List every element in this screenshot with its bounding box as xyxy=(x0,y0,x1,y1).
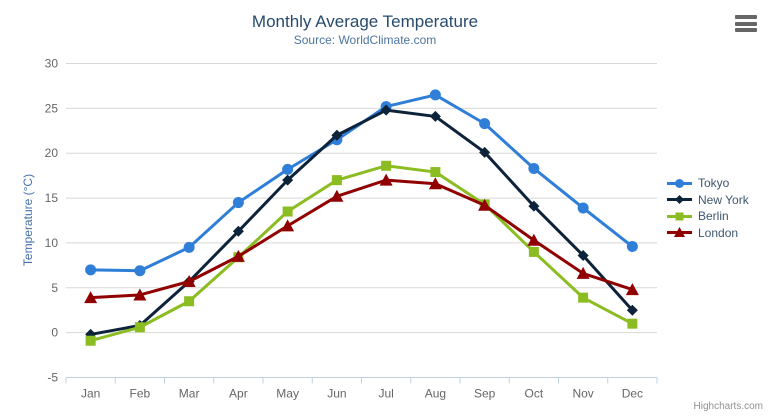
x-tick-label: Aug xyxy=(425,387,446,401)
data-point-marker[interactable] xyxy=(85,335,96,346)
data-point-marker[interactable] xyxy=(528,162,540,174)
data-point-marker[interactable] xyxy=(479,118,491,130)
y-tick-label: 10 xyxy=(45,236,59,250)
data-point-marker[interactable] xyxy=(84,291,98,304)
data-point-marker[interactable] xyxy=(282,206,293,217)
data-point-marker[interactable] xyxy=(182,275,196,288)
diamond-marker-icon xyxy=(667,195,692,205)
series-london[interactable] xyxy=(84,173,639,304)
series-line xyxy=(89,164,634,343)
legend-item-berlin[interactable]: Berlin xyxy=(666,208,749,225)
data-point-marker[interactable] xyxy=(478,198,492,211)
data-point-marker[interactable] xyxy=(379,173,393,186)
x-tick-label: Feb xyxy=(130,387,151,401)
data-point-marker[interactable] xyxy=(576,266,590,279)
data-point-marker[interactable] xyxy=(331,129,343,141)
data-point-marker[interactable] xyxy=(479,146,491,158)
y-axis-title: Temperature (°C) xyxy=(21,173,35,267)
data-point-marker[interactable] xyxy=(134,265,146,277)
data-point-marker[interactable] xyxy=(625,283,639,296)
legend-label: New York xyxy=(698,192,749,207)
x-tick-label: Jun xyxy=(327,387,346,401)
y-tick-label: 0 xyxy=(51,326,58,340)
data-point-marker[interactable] xyxy=(184,296,195,307)
y-tick-label: 30 xyxy=(45,57,59,71)
data-point-marker[interactable] xyxy=(330,189,344,202)
series-line xyxy=(89,108,634,336)
credits-link[interactable]: Highcharts.com xyxy=(693,401,763,412)
circle-marker-icon xyxy=(667,178,692,188)
x-tick-label: Sep xyxy=(474,387,496,401)
data-point-marker[interactable] xyxy=(281,219,295,232)
y-tick-label: 5 xyxy=(51,281,58,295)
data-point-marker[interactable] xyxy=(428,177,442,190)
data-point-marker[interactable] xyxy=(134,322,145,333)
data-point-marker[interactable] xyxy=(282,174,294,186)
y-tick-label: 20 xyxy=(45,146,59,160)
data-point-marker[interactable] xyxy=(381,160,392,171)
data-point-marker[interactable] xyxy=(528,200,540,212)
data-point-marker[interactable] xyxy=(577,202,589,214)
hamburger-icon xyxy=(735,28,757,32)
export-menu-button[interactable] xyxy=(735,15,757,32)
series-tokyo[interactable] xyxy=(85,89,638,277)
legend-item-london[interactable]: London xyxy=(666,225,749,242)
legend: Tokyo New York Berlin London xyxy=(666,175,749,241)
data-point-marker[interactable] xyxy=(626,241,638,253)
triangle-marker-icon xyxy=(667,227,692,238)
data-point-marker[interactable] xyxy=(282,163,294,175)
data-point-marker[interactable] xyxy=(626,304,638,316)
data-point-marker[interactable] xyxy=(429,89,441,101)
data-point-marker[interactable] xyxy=(429,110,441,122)
legend-label: Berlin xyxy=(698,209,729,224)
data-point-marker[interactable] xyxy=(674,227,685,238)
data-point-marker[interactable] xyxy=(231,249,245,262)
x-tick-label: Mar xyxy=(179,387,200,401)
data-point-marker[interactable] xyxy=(675,195,684,205)
hamburger-icon xyxy=(735,15,757,19)
data-point-marker[interactable] xyxy=(380,104,392,116)
hamburger-icon xyxy=(735,21,757,26)
legend-label: London xyxy=(698,225,739,240)
data-point-marker[interactable] xyxy=(232,197,244,209)
data-point-marker[interactable] xyxy=(85,264,97,276)
x-tick-label: Jul xyxy=(378,387,393,401)
legend-item-new-york[interactable]: New York xyxy=(666,192,749,209)
chart-title: Monthly Average Temperature xyxy=(251,12,479,31)
data-point-marker[interactable] xyxy=(527,233,541,246)
data-point-marker[interactable] xyxy=(675,212,684,221)
x-tick-label: Jan xyxy=(81,387,100,401)
data-point-marker[interactable] xyxy=(578,292,589,303)
x-tick-label: Nov xyxy=(572,387,593,401)
x-tick-label: May xyxy=(276,387,299,401)
square-marker-icon xyxy=(667,212,692,221)
data-point-marker[interactable] xyxy=(627,318,638,329)
y-tick-label: 25 xyxy=(45,101,59,115)
series-line xyxy=(89,178,634,300)
data-point-marker[interactable] xyxy=(331,175,342,186)
y-tick-label: 15 xyxy=(45,191,59,205)
data-point-marker[interactable] xyxy=(577,249,589,261)
data-point-marker[interactable] xyxy=(675,178,684,188)
x-tick-label: Dec xyxy=(622,387,643,401)
x-tick-label: Apr xyxy=(229,387,248,401)
legend-label: Tokyo xyxy=(698,176,730,191)
data-point-marker[interactable] xyxy=(232,225,244,237)
chart-subtitle: Source: WorldClimate.com xyxy=(293,33,437,47)
legend-item-tokyo[interactable]: Tokyo xyxy=(666,175,749,192)
data-point-marker[interactable] xyxy=(528,246,539,257)
data-point-marker[interactable] xyxy=(183,241,195,253)
series-new-york[interactable] xyxy=(85,104,638,340)
y-tick-label: -5 xyxy=(47,371,58,385)
data-point-marker[interactable] xyxy=(430,167,441,178)
x-tick-label: Oct xyxy=(525,387,544,401)
data-point-marker[interactable] xyxy=(133,288,147,301)
